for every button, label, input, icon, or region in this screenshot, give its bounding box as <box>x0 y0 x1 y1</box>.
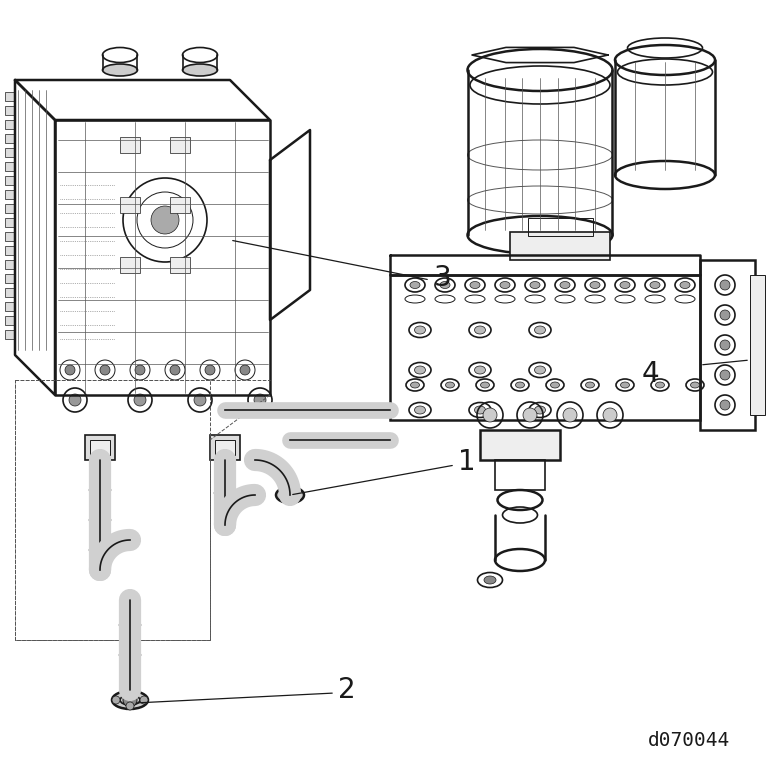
Bar <box>750 275 765 415</box>
Ellipse shape <box>551 382 560 388</box>
Ellipse shape <box>535 406 545 414</box>
Circle shape <box>603 408 617 422</box>
Ellipse shape <box>183 64 217 76</box>
Ellipse shape <box>515 382 525 388</box>
Bar <box>5 162 15 171</box>
Ellipse shape <box>680 281 690 288</box>
Ellipse shape <box>112 691 148 709</box>
Bar <box>528 218 593 236</box>
Circle shape <box>240 365 250 375</box>
Bar <box>495 460 545 490</box>
Bar <box>5 92 15 101</box>
Ellipse shape <box>500 281 510 288</box>
Ellipse shape <box>410 281 420 288</box>
Bar <box>120 137 140 153</box>
Ellipse shape <box>481 382 489 388</box>
Circle shape <box>134 394 146 406</box>
Circle shape <box>523 408 537 422</box>
Text: d070044: d070044 <box>647 731 730 750</box>
Circle shape <box>170 365 180 375</box>
Circle shape <box>69 394 81 406</box>
Ellipse shape <box>535 326 545 334</box>
Bar <box>5 120 15 129</box>
Bar <box>120 257 140 273</box>
Bar <box>170 257 190 273</box>
Ellipse shape <box>411 382 419 388</box>
Circle shape <box>135 365 145 375</box>
Bar <box>5 302 15 311</box>
Circle shape <box>194 394 206 406</box>
Ellipse shape <box>475 406 485 414</box>
Bar <box>5 106 15 115</box>
Bar <box>5 246 15 255</box>
Bar <box>5 232 15 241</box>
Circle shape <box>65 365 75 375</box>
Text: 4: 4 <box>642 360 660 388</box>
Bar <box>5 176 15 185</box>
Bar <box>700 260 755 430</box>
Bar <box>390 275 700 420</box>
Circle shape <box>112 696 120 704</box>
Circle shape <box>151 206 179 234</box>
Bar <box>210 435 240 460</box>
Ellipse shape <box>560 281 570 288</box>
Ellipse shape <box>621 382 630 388</box>
Bar <box>170 137 190 153</box>
Bar <box>5 148 15 157</box>
Bar <box>5 316 15 325</box>
Circle shape <box>205 365 215 375</box>
Bar <box>215 440 235 455</box>
Ellipse shape <box>590 281 600 288</box>
Circle shape <box>100 365 110 375</box>
Bar <box>480 430 560 460</box>
Ellipse shape <box>470 281 480 288</box>
Ellipse shape <box>484 576 496 584</box>
Ellipse shape <box>650 281 660 288</box>
Circle shape <box>126 702 134 710</box>
Circle shape <box>254 394 266 406</box>
Bar <box>5 134 15 143</box>
Text: 3: 3 <box>434 264 452 292</box>
Ellipse shape <box>475 366 485 374</box>
Ellipse shape <box>440 281 450 288</box>
Circle shape <box>563 408 577 422</box>
Circle shape <box>284 489 296 501</box>
Ellipse shape <box>475 326 485 334</box>
Ellipse shape <box>535 366 545 374</box>
Bar <box>5 288 15 297</box>
Ellipse shape <box>445 382 455 388</box>
Text: 2: 2 <box>338 676 356 704</box>
Ellipse shape <box>415 326 425 334</box>
Bar <box>170 197 190 213</box>
Circle shape <box>720 310 730 320</box>
Circle shape <box>720 400 730 410</box>
Bar <box>510 232 610 260</box>
Ellipse shape <box>585 382 594 388</box>
Circle shape <box>140 696 148 704</box>
Circle shape <box>720 280 730 290</box>
Bar <box>85 435 115 460</box>
Bar <box>5 204 15 213</box>
Bar <box>5 330 15 339</box>
Bar <box>5 260 15 269</box>
Bar <box>90 440 110 455</box>
Circle shape <box>126 690 134 698</box>
Circle shape <box>720 370 730 380</box>
Circle shape <box>720 340 730 350</box>
Bar <box>5 274 15 283</box>
Text: 1: 1 <box>458 448 475 476</box>
Ellipse shape <box>620 281 630 288</box>
Ellipse shape <box>690 382 700 388</box>
Ellipse shape <box>656 382 664 388</box>
Ellipse shape <box>276 487 304 503</box>
Bar <box>120 197 140 213</box>
Ellipse shape <box>415 366 425 374</box>
Bar <box>5 190 15 199</box>
Ellipse shape <box>530 281 540 288</box>
Ellipse shape <box>415 406 425 414</box>
Circle shape <box>483 408 497 422</box>
Ellipse shape <box>102 64 137 76</box>
Circle shape <box>123 693 137 707</box>
Bar <box>5 218 15 227</box>
